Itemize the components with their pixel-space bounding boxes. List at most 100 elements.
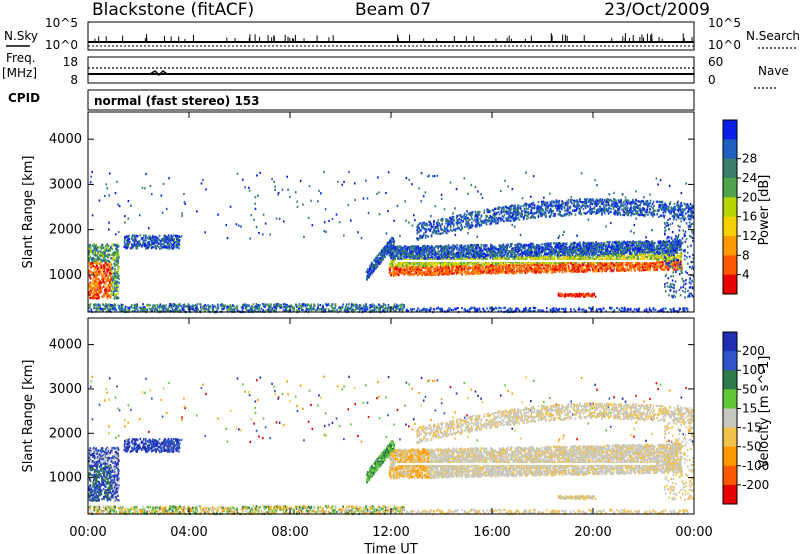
range-cell <box>468 308 471 311</box>
range-cell <box>261 233 264 236</box>
range-cell <box>323 221 326 224</box>
range-cell <box>537 244 540 247</box>
range-cell <box>100 260 102 264</box>
range-cell <box>573 244 576 247</box>
range-cell <box>564 243 567 246</box>
range-cell <box>100 287 103 290</box>
range-cell <box>98 267 100 270</box>
range-cell <box>170 234 173 237</box>
range-cell <box>95 307 97 310</box>
range-cell <box>89 270 92 273</box>
range-cell <box>680 248 683 251</box>
range-cell <box>624 241 627 244</box>
range-cell <box>354 303 357 306</box>
range-cell <box>497 262 500 265</box>
range-cell <box>115 286 118 289</box>
range-cell <box>466 244 469 247</box>
range-cell <box>109 271 111 275</box>
range-cell <box>617 269 620 272</box>
range-cell <box>102 278 105 282</box>
range-cell <box>94 247 97 250</box>
range-cell <box>592 252 594 256</box>
range-cell <box>150 240 153 243</box>
range-cell <box>589 258 592 261</box>
range-cell <box>94 289 97 292</box>
range-cell <box>648 249 651 252</box>
range-cell <box>352 303 355 306</box>
range-cell <box>660 265 663 269</box>
range-cell <box>146 304 149 307</box>
range-cell <box>590 309 592 312</box>
range-cell <box>585 250 588 253</box>
range-cell <box>91 244 94 247</box>
range-cell <box>399 303 402 307</box>
range-cell <box>350 219 352 222</box>
range-cell <box>499 189 502 193</box>
range-cell <box>113 272 115 276</box>
range-cell <box>102 259 105 262</box>
range-cell <box>679 225 681 228</box>
range-cell <box>533 309 536 312</box>
range-cell <box>111 243 113 246</box>
range-cell <box>135 234 138 237</box>
range-cell <box>95 262 97 265</box>
range-cell <box>143 306 145 309</box>
range-cell <box>135 304 138 307</box>
range-cell <box>624 269 627 272</box>
range-cell <box>332 309 334 312</box>
range-cell <box>250 213 253 217</box>
range-cell <box>428 174 430 177</box>
range-cell <box>223 306 226 309</box>
range-cell <box>117 296 119 300</box>
range-cell <box>216 307 219 311</box>
range-cell <box>256 305 259 309</box>
range-cell <box>168 238 170 241</box>
range-cell <box>102 264 104 267</box>
range-cell <box>361 308 363 311</box>
range-cell <box>592 270 595 273</box>
range-cell <box>449 181 452 184</box>
range-cell <box>105 259 108 262</box>
range-cell <box>99 283 102 286</box>
range-cell <box>88 290 90 294</box>
range-cell <box>678 243 680 246</box>
range-cell <box>538 254 541 257</box>
range-cell <box>225 223 228 227</box>
range-cell <box>89 249 92 252</box>
range-cell <box>105 249 108 252</box>
range-cell <box>138 240 141 243</box>
range-cell <box>366 197 369 200</box>
range-cell <box>108 221 110 224</box>
range-cell <box>166 237 169 240</box>
range-cell <box>372 309 374 312</box>
range-cell <box>89 243 92 247</box>
range-cell <box>655 263 658 266</box>
range-cell <box>659 261 661 264</box>
range-cell <box>408 221 410 224</box>
range-cell <box>610 207 612 210</box>
range-cell <box>343 234 345 237</box>
range-cell <box>667 240 670 243</box>
range-cell <box>147 303 150 306</box>
range-cell <box>522 256 525 259</box>
range-cell <box>593 246 595 249</box>
range-cell <box>230 306 233 309</box>
range-cell <box>482 257 485 261</box>
range-cell <box>144 243 146 246</box>
range-cell <box>160 245 162 248</box>
range-cell <box>536 208 538 211</box>
range-cell <box>627 250 629 253</box>
range-cell <box>595 309 597 313</box>
range-cell <box>106 243 108 246</box>
range-cell <box>466 210 468 213</box>
range-cell <box>664 307 667 310</box>
range-cell <box>600 309 603 312</box>
range-cell <box>458 244 461 247</box>
range-cell <box>571 248 574 251</box>
range-cell <box>389 247 392 250</box>
range-cell <box>162 309 164 312</box>
range-cell <box>362 305 365 308</box>
range-cell <box>679 259 682 262</box>
range-cell <box>601 268 604 272</box>
range-cell <box>149 310 152 313</box>
